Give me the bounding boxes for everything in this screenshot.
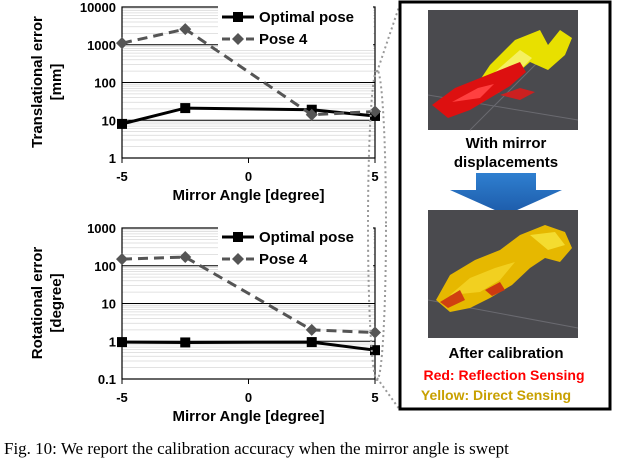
- panel-bottom-label: After calibration: [448, 345, 563, 362]
- data-point-square: [370, 345, 380, 356]
- data-point-square: [117, 118, 127, 129]
- panel-yellow-label: Yellow: Direct Sensing: [421, 387, 571, 403]
- y-tick-label: 1000: [87, 221, 116, 236]
- legend-label: Optimal pose: [259, 229, 354, 246]
- series-line: [121, 27, 376, 117]
- legend-label: Pose 4: [259, 31, 308, 48]
- y-axis-label: Rotational error [degree]: [29, 247, 65, 360]
- series-line: [121, 340, 376, 352]
- y-axis-label: Translational error [mm]: [29, 16, 65, 148]
- y-axis-label-line: Rotational error: [29, 247, 46, 360]
- legend-marker-square: [233, 12, 243, 22]
- legend-marker-diamond: [232, 33, 244, 45]
- x-tick-label: 5: [371, 169, 378, 184]
- y-tick-label: 100: [94, 76, 116, 91]
- panel-red-label: Red: Reflection Sensing: [423, 367, 584, 383]
- y-tick-label: 10000: [80, 0, 116, 15]
- y-tick-label: 10: [102, 297, 116, 312]
- y-axis-label-line: [mm]: [48, 64, 65, 101]
- legend-label: Pose 4: [259, 251, 308, 268]
- legend-marker-square: [233, 232, 243, 242]
- y-axis-label-line: Translational error: [29, 16, 46, 148]
- data-point-diamond: [116, 37, 128, 50]
- legend-background: [218, 226, 373, 270]
- y-tick-label: 1: [109, 334, 116, 349]
- y-tick-label: 100: [94, 259, 116, 274]
- panel-top-label-2: displacements: [454, 154, 558, 171]
- data-point-diamond: [369, 105, 381, 118]
- x-tick-label: 0: [245, 169, 252, 184]
- x-tick-label: -5: [116, 169, 128, 184]
- data-point-square: [117, 337, 127, 348]
- zoom-connector: [367, 3, 401, 411]
- point-cloud-before-image: [427, 10, 579, 131]
- panel-top-label-1: With mirror: [466, 135, 547, 152]
- data-point-square: [306, 337, 317, 348]
- data-point-diamond: [305, 108, 318, 121]
- translational-error-chart: 1 10 100 1000 10000 -5 0 5 Mirror Angle [degree]…: [29, 0, 381, 204]
- data-point-diamond: [179, 23, 192, 36]
- y-tick-label: 10: [102, 113, 116, 128]
- down-arrow-icon: [450, 173, 562, 215]
- calibration-panel: With mirror displacements After calibrat…: [398, 0, 612, 411]
- legend-background: [218, 6, 373, 50]
- data-point-diamond: [116, 253, 128, 266]
- y-tick-label: 1000: [87, 38, 116, 53]
- data-point-square: [180, 337, 191, 348]
- series-line: [121, 255, 376, 335]
- legend: Optimal pose Pose 4: [218, 6, 373, 50]
- x-tick-label: -5: [116, 390, 128, 405]
- legend-marker-diamond: [232, 253, 244, 265]
- x-axis-label: Mirror Angle [degree]: [173, 408, 325, 425]
- series-line: [121, 106, 376, 126]
- point-cloud-after-image: [427, 210, 579, 338]
- legend: Optimal pose Pose 4: [218, 226, 373, 270]
- data-point-square: [180, 103, 191, 114]
- x-tick-label: 5: [371, 390, 378, 405]
- y-tick-label: 0.1: [98, 372, 116, 387]
- y-axis-label-line: [degree]: [48, 273, 65, 332]
- figure-caption: Fig. 10: We report the calibration accur…: [4, 439, 509, 458]
- data-point-diamond: [179, 251, 192, 264]
- x-tick-label: 0: [245, 390, 252, 405]
- y-tick-label: 1: [109, 151, 116, 166]
- x-axis-label: Mirror Angle [degree]: [173, 187, 325, 204]
- data-point-diamond: [369, 326, 381, 339]
- data-point-diamond: [305, 323, 318, 336]
- legend-label: Optimal pose: [259, 9, 354, 26]
- rotational-error-chart: 0.1 1 10 100 1000 -5 0 5 Mirror Angle [degree] Ro…: [29, 221, 381, 425]
